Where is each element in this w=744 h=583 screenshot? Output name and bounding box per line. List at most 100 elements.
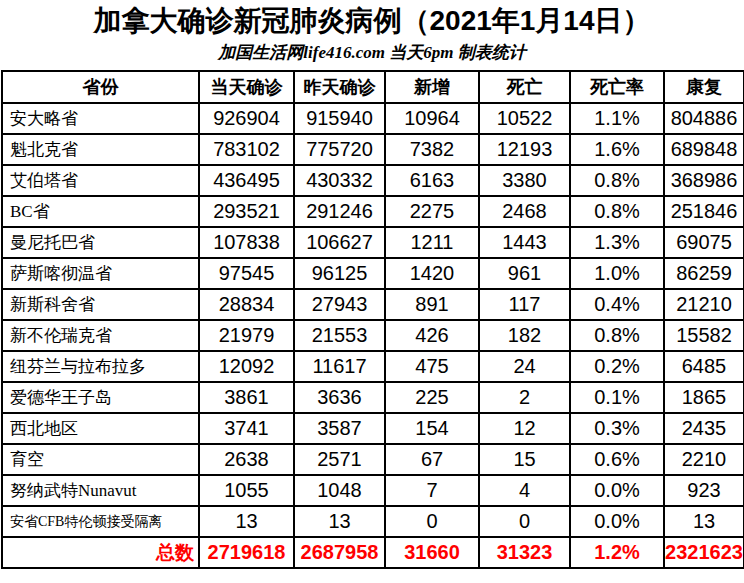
cell-new: 475 [385, 351, 479, 382]
cell-today: 97545 [199, 258, 294, 289]
cell-new: 1211 [385, 227, 479, 258]
table-row-nunavut: 努纳武特Nunavut 1055 1048 7 4 0.0% 923 [2, 475, 744, 506]
cell-death-rate: 0.2% [570, 351, 664, 382]
cell-yesterday: 1048 [294, 475, 385, 506]
cell-deaths: 2 [479, 382, 570, 413]
cell-yesterday: 13 [294, 506, 385, 537]
cell-deaths: 12193 [479, 134, 570, 165]
cell-deaths: 0 [479, 506, 570, 537]
cell-recovered: 251846 [664, 196, 744, 227]
total-death-rate: 1.2% [570, 537, 664, 568]
cell-today: 2638 [199, 444, 294, 475]
total-recovered: 2321623 [664, 537, 744, 568]
cell-recovered: 368986 [664, 165, 744, 196]
cell-yesterday: 3587 [294, 413, 385, 444]
cell-new: 1420 [385, 258, 479, 289]
table-row-ontario: 安大略省 926904 915940 10964 10522 1.1% 8048… [2, 103, 744, 134]
cell-province: 努纳武特Nunavut [2, 475, 199, 506]
cell-recovered: 13 [664, 506, 744, 537]
cell-yesterday: 2571 [294, 444, 385, 475]
cell-recovered: 6485 [664, 351, 744, 382]
cell-province: 艾伯塔省 [2, 165, 199, 196]
cell-new: 10964 [385, 103, 479, 134]
cell-recovered: 2210 [664, 444, 744, 475]
cell-today: 13 [199, 506, 294, 537]
total-deaths: 31323 [479, 537, 570, 568]
cell-deaths: 2468 [479, 196, 570, 227]
table-row-saskatchewan: 萨斯喀彻温省 97545 96125 1420 961 1.0% 86259 [2, 258, 744, 289]
cell-deaths: 1443 [479, 227, 570, 258]
cell-province: 萨斯喀彻温省 [2, 258, 199, 289]
cell-recovered: 804886 [664, 103, 744, 134]
total-new: 31660 [385, 537, 479, 568]
header-cell-recovered: 康复 [664, 71, 744, 103]
cell-today: 293521 [199, 196, 294, 227]
cell-deaths: 961 [479, 258, 570, 289]
cell-yesterday: 11617 [294, 351, 385, 382]
cell-deaths: 10522 [479, 103, 570, 134]
cell-new: 154 [385, 413, 479, 444]
cell-province: 新不伦瑞克省 [2, 320, 199, 351]
cell-deaths: 4 [479, 475, 570, 506]
cell-yesterday: 291246 [294, 196, 385, 227]
cell-today: 1055 [199, 475, 294, 506]
cell-province: 安省CFB特伦顿接受隔离 [2, 506, 199, 537]
cell-deaths: 24 [479, 351, 570, 382]
cell-today: 12092 [199, 351, 294, 382]
cell-death-rate: 0.6% [570, 444, 664, 475]
cell-death-rate: 0.0% [570, 506, 664, 537]
cell-recovered: 689848 [664, 134, 744, 165]
cell-recovered: 21210 [664, 289, 744, 320]
table-row-pei: 爱德华王子岛 3861 3636 225 2 0.1% 1865 [2, 382, 744, 413]
cell-death-rate: 0.8% [570, 196, 664, 227]
total-row: 总数 2719618 2687958 31660 31323 1.2% 2321… [2, 537, 744, 568]
cell-province: 曼尼托巴省 [2, 227, 199, 258]
total-label: 总数 [2, 537, 199, 568]
cell-recovered: 86259 [664, 258, 744, 289]
cell-today: 783102 [199, 134, 294, 165]
cell-today: 21979 [199, 320, 294, 351]
cell-province: 爱德华王子岛 [2, 382, 199, 413]
cell-yesterday: 775720 [294, 134, 385, 165]
cell-today: 3741 [199, 413, 294, 444]
page-title: 加拿大确诊新冠肺炎病例（2021年1月14日） [0, 5, 744, 37]
cell-yesterday: 3636 [294, 382, 385, 413]
header-cell-province: 省份 [2, 71, 199, 103]
cell-yesterday: 106627 [294, 227, 385, 258]
cell-recovered: 69075 [664, 227, 744, 258]
cell-death-rate: 0.8% [570, 165, 664, 196]
table-row-northwest-territories: 西北地区 3741 3587 154 12 0.3% 2435 [2, 413, 744, 444]
header-cell-deaths: 死亡 [479, 71, 570, 103]
cell-yesterday: 21553 [294, 320, 385, 351]
cell-deaths: 12 [479, 413, 570, 444]
cell-province: 安大略省 [2, 103, 199, 134]
cell-death-rate: 1.3% [570, 227, 664, 258]
table-row-bc: BC省 293521 291246 2275 2468 0.8% 251846 [2, 196, 744, 227]
cell-death-rate: 1.6% [570, 134, 664, 165]
cell-death-rate: 0.3% [570, 413, 664, 444]
cell-new: 67 [385, 444, 479, 475]
header-cell-today-confirmed: 当天确诊 [199, 71, 294, 103]
cell-death-rate: 0.4% [570, 289, 664, 320]
table-row-quebec: 魁北克省 783102 775720 7382 12193 1.6% 68984… [2, 134, 744, 165]
table-row-nova-scotia: 新斯科舍省 28834 27943 891 117 0.4% 21210 [2, 289, 744, 320]
cell-death-rate: 0.0% [570, 475, 664, 506]
table-row-new-brunswick: 新不伦瑞克省 21979 21553 426 182 0.8% 15582 [2, 320, 744, 351]
covid-stats-page: 加拿大确诊新冠肺炎病例（2021年1月14日） 加国生活网life416.com… [0, 5, 744, 583]
cell-new: 7382 [385, 134, 479, 165]
table-row-newfoundland: 纽芬兰与拉布拉多 12092 11617 475 24 0.2% 6485 [2, 351, 744, 382]
table-row-manitoba: 曼尼托巴省 107838 106627 1211 1443 1.3% 69075 [2, 227, 744, 258]
cell-new: 7 [385, 475, 479, 506]
cell-death-rate: 0.8% [570, 320, 664, 351]
page-subtitle: 加国生活网life416.com 当天6pm 制表统计 [0, 43, 744, 63]
cell-today: 28834 [199, 289, 294, 320]
total-yesterday: 2687958 [294, 537, 385, 568]
table-row-yukon: 育空 2638 2571 67 15 0.6% 2210 [2, 444, 744, 475]
cell-province: 魁北克省 [2, 134, 199, 165]
cell-today: 3861 [199, 382, 294, 413]
cell-recovered: 15582 [664, 320, 744, 351]
cell-new: 225 [385, 382, 479, 413]
cell-yesterday: 27943 [294, 289, 385, 320]
cell-today: 926904 [199, 103, 294, 134]
cell-province: BC省 [2, 196, 199, 227]
